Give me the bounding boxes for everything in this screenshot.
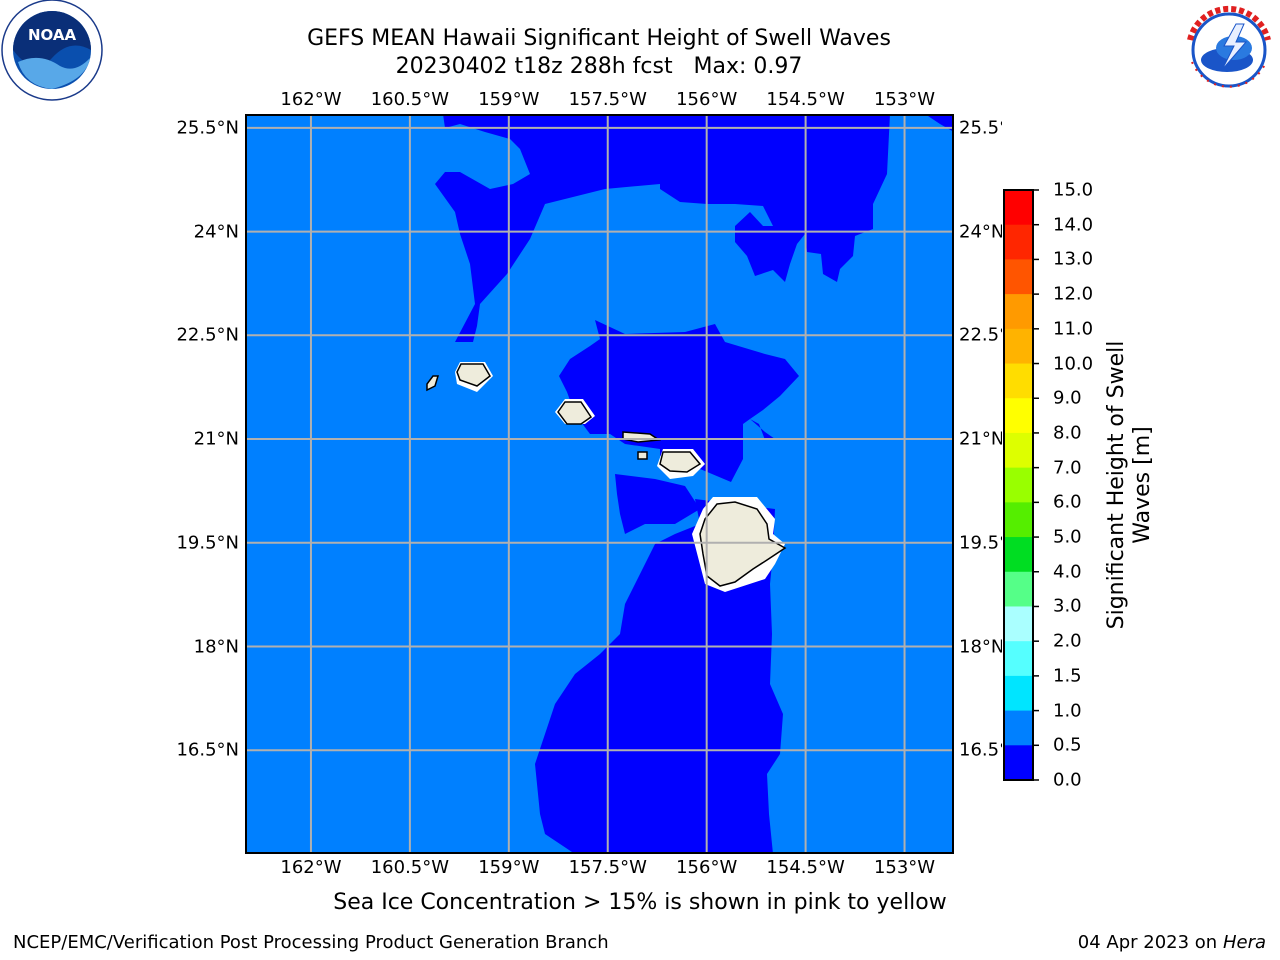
run-date: 04 Apr 2023 on Hera (1078, 932, 1266, 953)
lat-tick-label-right: 21°N (959, 428, 1002, 450)
colorbar-tick-label: 14.0 (1053, 214, 1094, 236)
lon-tick-label: 156°W (676, 89, 738, 110)
colorbar-tick-label: 1.0 (1053, 700, 1082, 722)
colorbar-tick-label: 6.0 (1053, 491, 1082, 513)
colorbar-segment (1004, 467, 1033, 503)
colorbar-segment (1004, 259, 1033, 295)
lon-tick-label: 159°W (478, 89, 540, 110)
colorbar-segment (1004, 641, 1033, 677)
colorbar-segment (1004, 675, 1033, 712)
colorbar-tick-label: 13.0 (1053, 248, 1094, 270)
lat-tick-label: 21°N (193, 428, 239, 450)
colorbar-tick-label: 11.0 (1053, 318, 1094, 340)
island-niihau (426, 375, 440, 392)
colorbar-tick-label: 1.5 (1053, 665, 1082, 687)
lat-tick-label-right: 22.5°N (959, 324, 1002, 346)
lon-tick-label: 157.5°W (568, 857, 647, 878)
colorbar-label-text: Significant Height of Swell Waves [m] (1104, 340, 1155, 630)
island-lanai (637, 451, 648, 460)
island-kauai (456, 363, 491, 387)
lat-tick-label-right: 19.5°N (959, 532, 1002, 554)
swell-height-map (245, 114, 954, 854)
band-0-0.5-south (559, 320, 799, 482)
island-oahu (557, 401, 593, 425)
colorbar-segment (1004, 710, 1033, 746)
colorbar-tick-label: 15.0 (1053, 179, 1094, 201)
lat-tick-label: 24°N (193, 221, 239, 243)
lon-tick-label: 154.5°W (766, 89, 845, 110)
lon-tick-label: 160.5°W (370, 89, 450, 110)
colorbar-segment (1004, 190, 1033, 226)
colorbar (1003, 189, 1039, 781)
lon-tick-label: 160.5°W (370, 857, 450, 878)
nws-logo-icon (1178, 0, 1280, 104)
colorbar-tick-label: 9.0 (1053, 387, 1082, 409)
lat-tick-label: 25.5°N (176, 117, 239, 139)
lat-tick-label-right: 24°N (959, 221, 1002, 243)
colorbar-tick-label: 3.0 (1053, 595, 1082, 617)
colorbar-segment (1004, 745, 1033, 781)
colorbar-tick-label: 10.0 (1053, 353, 1094, 375)
lon-tick-label: 162°W (280, 857, 342, 878)
band-0-0.5-north (435, 114, 954, 342)
lat-tick-label-right: 25.5°N (959, 117, 1002, 139)
colorbar-tick-label: 7.0 (1053, 457, 1082, 479)
colorbar-segment (1004, 606, 1033, 642)
island-hawaii (699, 501, 787, 587)
lat-tick-label-right: 16.5°N (959, 739, 1002, 761)
lon-tick-label: 157.5°W (568, 89, 647, 110)
lat-tick-label: 22.5°N (176, 324, 239, 346)
colorbar-segment (1004, 432, 1033, 469)
colorbar-tick-label: 4.0 (1053, 561, 1082, 583)
band-0-0.5-west-spur (615, 474, 700, 534)
lon-tick-label: 156°W (676, 857, 738, 878)
colorbar-segment (1004, 224, 1033, 260)
lat-tick-label: 18°N (193, 636, 239, 658)
colorbar-segment (1004, 537, 1033, 573)
run-date-text: 04 Apr 2023 on (1077, 932, 1223, 953)
lat-tick-label: 16.5°N (176, 739, 239, 761)
colorbar-tick-label: 8.0 (1053, 422, 1082, 444)
sea-ice-note: Sea Ice Concentration > 15% is shown in … (333, 890, 947, 915)
machine-name: Hera (1222, 932, 1266, 953)
colorbar-tick-label: 2.0 (1053, 630, 1082, 652)
lon-tick-label: 153°W (873, 89, 936, 110)
island-maui (659, 451, 702, 473)
colorbar-tick-label: 12.0 (1053, 283, 1094, 305)
lon-tick-label: 162°W (280, 89, 342, 110)
chart-subtitle: 20230402 t18z 288h fcst Max: 0.97 (395, 54, 803, 79)
noaa-logo-icon: NOAA (0, 0, 104, 108)
lon-tick-label: 153°W (873, 857, 936, 878)
lat-tick-label: 19.5°N (176, 532, 239, 554)
colorbar-segment (1004, 571, 1033, 607)
lat-tick-label-right: 18°N (959, 636, 1002, 658)
colorbar-tick-label: 0.5 (1053, 734, 1082, 756)
colorbar-segment (1004, 363, 1033, 399)
colorbar-tick-label: 0.0 (1053, 769, 1082, 791)
lon-tick-label: 154.5°W (766, 857, 845, 878)
colorbar-segment (1004, 502, 1033, 538)
svg-text:NOAA: NOAA (28, 26, 77, 44)
colorbar-tick-label: 5.0 (1053, 526, 1082, 548)
colorbar-label: Significant Height of Swell Waves [m] (1104, 325, 1156, 645)
branch-credit: NCEP/EMC/Verification Post Processing Pr… (13, 932, 609, 953)
colorbar-segment (1004, 328, 1033, 365)
lon-tick-label: 159°W (478, 857, 540, 878)
colorbar-segment (1004, 398, 1033, 434)
chart-title: GEFS MEAN Hawaii Significant Height of S… (307, 26, 891, 51)
colorbar-segment (1004, 294, 1033, 330)
